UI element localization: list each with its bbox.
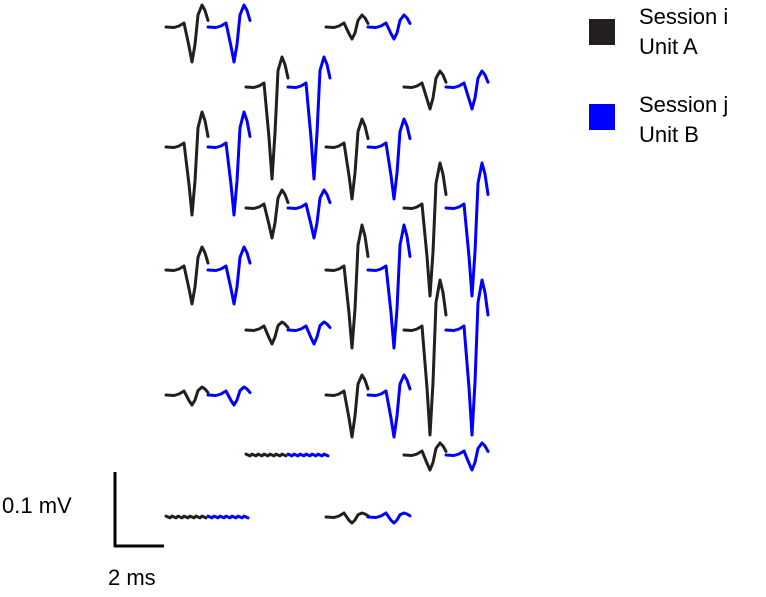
- legend-label-session-j: Session j Unit B: [639, 90, 728, 150]
- waveform-session-i: [244, 452, 288, 458]
- waveform-session-j: [286, 55, 332, 181]
- waveform-session-j: [366, 13, 412, 41]
- waveform-session-j: [444, 161, 490, 298]
- waveform-session-j: [206, 245, 252, 306]
- waveform-session-i: [164, 385, 210, 407]
- waveform-session-j: [286, 452, 330, 458]
- legend-swatch-session-j: [589, 104, 615, 130]
- waveform-session-i: [164, 110, 210, 217]
- waveform-session-i: [402, 69, 448, 111]
- waveform-session-j: [286, 320, 332, 346]
- legend-line-session: Session j: [639, 92, 729, 117]
- waveform-session-i: [402, 441, 448, 472]
- waveform-session-i: [244, 55, 290, 181]
- waveform-session-i: [164, 514, 208, 520]
- waveform-session-j: [206, 110, 252, 217]
- waveform-session-j: [366, 117, 412, 201]
- waveform-session-i: [244, 320, 290, 346]
- waveform-session-j: [286, 188, 332, 240]
- legend-swatch-session-i: [589, 19, 615, 45]
- waveform-session-i: [324, 223, 370, 350]
- waveform-session-j: [206, 514, 250, 520]
- waveform-session-i: [402, 278, 448, 437]
- waveform-session-i: [324, 13, 370, 41]
- waveform-session-j: [444, 69, 490, 111]
- waveform-session-j: [366, 373, 412, 439]
- waveform-session-i: [164, 245, 210, 306]
- scale-amplitude-label: 0.1 mV: [2, 493, 72, 518]
- legend-line-unit: Unit A: [639, 34, 698, 59]
- legend-line-unit: Unit B: [639, 122, 699, 147]
- waveform-session-j: [206, 385, 252, 407]
- waveform-session-i: [244, 188, 290, 240]
- waveform-array: [164, 3, 490, 525]
- waveform-session-j: [366, 511, 412, 525]
- waveform-session-j: [444, 441, 490, 472]
- scale-time-label: 2 ms: [108, 565, 156, 590]
- waveform-session-i: [402, 161, 448, 298]
- legend-label-session-i: Session i Unit A: [639, 2, 728, 62]
- waveform-session-j: [444, 278, 490, 437]
- waveform-session-i: [324, 117, 370, 201]
- waveform-session-i: [164, 3, 210, 64]
- waveform-session-i: [324, 373, 370, 439]
- waveform-session-i: [324, 511, 370, 525]
- legend-line-session: Session i: [639, 4, 729, 29]
- waveform-session-j: [206, 3, 252, 64]
- scale-bar: [113, 472, 164, 548]
- waveform-session-j: [366, 223, 412, 350]
